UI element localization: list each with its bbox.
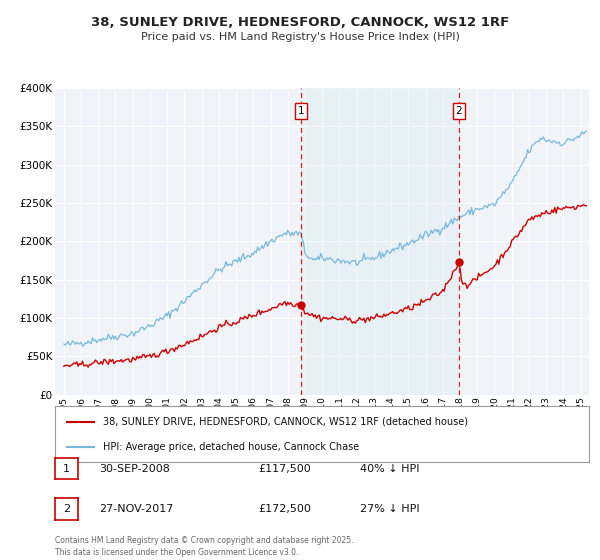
Text: Price paid vs. HM Land Registry's House Price Index (HPI): Price paid vs. HM Land Registry's House … xyxy=(140,32,460,43)
Text: 40% ↓ HPI: 40% ↓ HPI xyxy=(360,464,419,474)
Text: 30-SEP-2008: 30-SEP-2008 xyxy=(99,464,170,474)
Text: 27-NOV-2017: 27-NOV-2017 xyxy=(99,504,173,514)
Text: 38, SUNLEY DRIVE, HEDNESFORD, CANNOCK, WS12 1RF: 38, SUNLEY DRIVE, HEDNESFORD, CANNOCK, W… xyxy=(91,16,509,29)
Text: 27% ↓ HPI: 27% ↓ HPI xyxy=(360,504,419,514)
Text: HPI: Average price, detached house, Cannock Chase: HPI: Average price, detached house, Cann… xyxy=(103,442,359,452)
Bar xyxy=(301,88,458,395)
Text: 38, SUNLEY DRIVE, HEDNESFORD, CANNOCK, WS12 1RF (detached house): 38, SUNLEY DRIVE, HEDNESFORD, CANNOCK, W… xyxy=(103,417,468,427)
Text: 2: 2 xyxy=(455,106,462,116)
Text: £117,500: £117,500 xyxy=(258,464,311,474)
Text: Contains HM Land Registry data © Crown copyright and database right 2025.
This d: Contains HM Land Registry data © Crown c… xyxy=(55,536,354,557)
Text: £172,500: £172,500 xyxy=(258,504,311,514)
Text: 2: 2 xyxy=(63,504,70,514)
Text: 1: 1 xyxy=(63,464,70,474)
Text: 1: 1 xyxy=(298,106,304,116)
